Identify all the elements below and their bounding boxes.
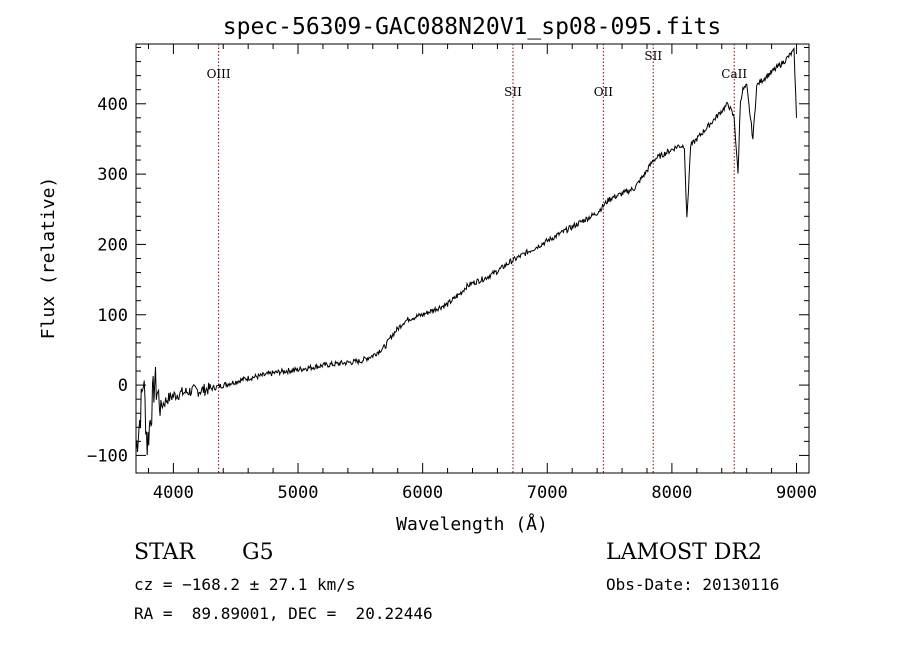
y-tick-label: 200 bbox=[97, 235, 128, 255]
y-tick-label: 300 bbox=[97, 165, 128, 185]
sky-coordinates: RA = 89.89001, DEC = 20.22446 bbox=[134, 604, 433, 623]
plot-area: 4000 5000 6000 7000 8000 9000 −100 0 100 200 300 40… bbox=[87, 43, 817, 503]
plot-frame bbox=[135, 43, 810, 474]
survey-name: LAMOST DR2 bbox=[606, 540, 762, 565]
x-tick-label: 7000 bbox=[527, 483, 568, 503]
x-tick-label: 8000 bbox=[651, 483, 692, 503]
y-tick-label: 400 bbox=[97, 95, 128, 115]
x-tick-label: 4000 bbox=[153, 483, 194, 503]
line-marker-label: OII bbox=[594, 85, 614, 99]
line-marker-label: SII bbox=[504, 85, 522, 99]
x-tick-label: 5000 bbox=[278, 483, 319, 503]
y-axis-label: Flux (relative) bbox=[38, 177, 59, 340]
y-tick-label: 0 bbox=[118, 376, 128, 396]
x-axis-label: Wavelength (Å) bbox=[396, 513, 548, 535]
y-tick-label: 100 bbox=[97, 306, 128, 326]
redshift-velocity: cz = −168.2 ± 27.1 km/s bbox=[134, 575, 356, 594]
object-class: STAR bbox=[134, 540, 195, 565]
y-tick-label: −100 bbox=[87, 446, 128, 466]
x-tick-label: 9000 bbox=[776, 483, 817, 503]
line-marker-label: SII bbox=[644, 49, 662, 63]
observation-date: Obs-Date: 20130116 bbox=[606, 575, 780, 594]
object-subclass: G5 bbox=[242, 540, 274, 565]
chart-title: spec-56309-GAC088N20V1_sp08-095.fits bbox=[223, 14, 722, 40]
x-tick-label: 6000 bbox=[402, 483, 443, 503]
spectrum-line bbox=[135, 47, 797, 456]
line-marker-label: CaII bbox=[721, 67, 747, 81]
line-marker-label: OIII bbox=[207, 67, 231, 81]
